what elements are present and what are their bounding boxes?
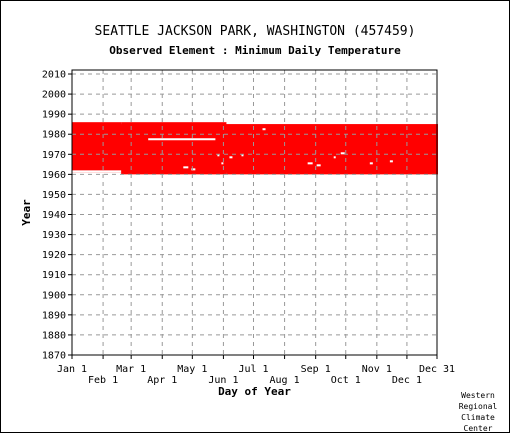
x-tick-label: Oct 1 [331, 375, 361, 386]
plot-area [72, 70, 437, 355]
missing-segment [183, 166, 189, 169]
missing-segment [191, 168, 196, 171]
x-tick-label: Dec 31 [419, 364, 455, 375]
missing-segment [72, 170, 122, 173]
credit-block: Western Regional Climate Center [452, 390, 504, 434]
missing-segment [148, 138, 216, 141]
y-tick-label: 1870 [42, 351, 66, 362]
credit-line: Center [463, 424, 493, 433]
y-tick-label: 2010 [42, 70, 66, 81]
x-axis-label: Day of Year [218, 385, 291, 398]
missing-segment [389, 160, 393, 163]
x-tick-label: Apr 1 [147, 375, 177, 386]
missing-segment [333, 156, 336, 159]
x-tick-label: Mar 1 [116, 364, 146, 375]
y-tick-label: 1930 [42, 230, 66, 241]
data-layer [72, 122, 439, 175]
missing-segment [221, 162, 224, 165]
y-tick-label: 1940 [42, 210, 66, 221]
y-tick-label: 1990 [42, 110, 66, 121]
x-tick-label: Feb 1 [88, 375, 118, 386]
grid-layer [72, 70, 437, 355]
missing-segment [217, 154, 220, 157]
x-tick-label: Jun 1 [208, 375, 238, 386]
observed-block [121, 122, 227, 175]
x-tick-label: Jan 1 [57, 364, 87, 375]
y-tick-label: 1890 [42, 310, 66, 321]
y-tick-label: 1920 [42, 250, 66, 261]
tick-layer: 1870 1880 1890 1900 1910 1920 1930 1940 1950 1960… [42, 70, 455, 386]
missing-segment [241, 154, 244, 157]
y-tick-label: 1900 [42, 290, 66, 301]
x-tick-label: May 1 [177, 364, 207, 375]
missing-segment [307, 162, 313, 165]
y-tick-label: 1980 [42, 130, 66, 141]
missing-segment [229, 156, 233, 159]
credit-line: Climate [461, 413, 495, 422]
missing-segment [369, 162, 373, 165]
y-tick-label: 1910 [42, 270, 66, 281]
y-tick-label: 1960 [42, 170, 66, 181]
y-tick-label: 1880 [42, 330, 66, 341]
missing-segment [262, 128, 266, 131]
x-tick-label: Jul 1 [238, 364, 268, 375]
y-tick-label: 1970 [42, 150, 66, 161]
y-tick-label: 2000 [42, 90, 66, 101]
element-subtitle: Observed Element : Minimum Daily Tempera… [109, 44, 401, 57]
missing-segment [340, 152, 345, 155]
observed-block [226, 124, 439, 175]
x-tick-label: Sep 1 [301, 364, 331, 375]
credit-line: Regional [458, 402, 498, 411]
credit-line: Western [461, 391, 495, 400]
y-tick-label: 1950 [42, 190, 66, 201]
y-axis-label: Year [20, 199, 33, 226]
x-tick-label: Aug 1 [270, 375, 300, 386]
station-title: SEATTLE JACKSON PARK, WASHINGTON (457459… [94, 24, 416, 39]
x-tick-label: Nov 1 [362, 364, 392, 375]
observed-block [72, 122, 122, 173]
plot-border [71, 69, 438, 356]
x-tick-label: Dec 1 [392, 375, 422, 386]
missing-segment [316, 164, 321, 167]
